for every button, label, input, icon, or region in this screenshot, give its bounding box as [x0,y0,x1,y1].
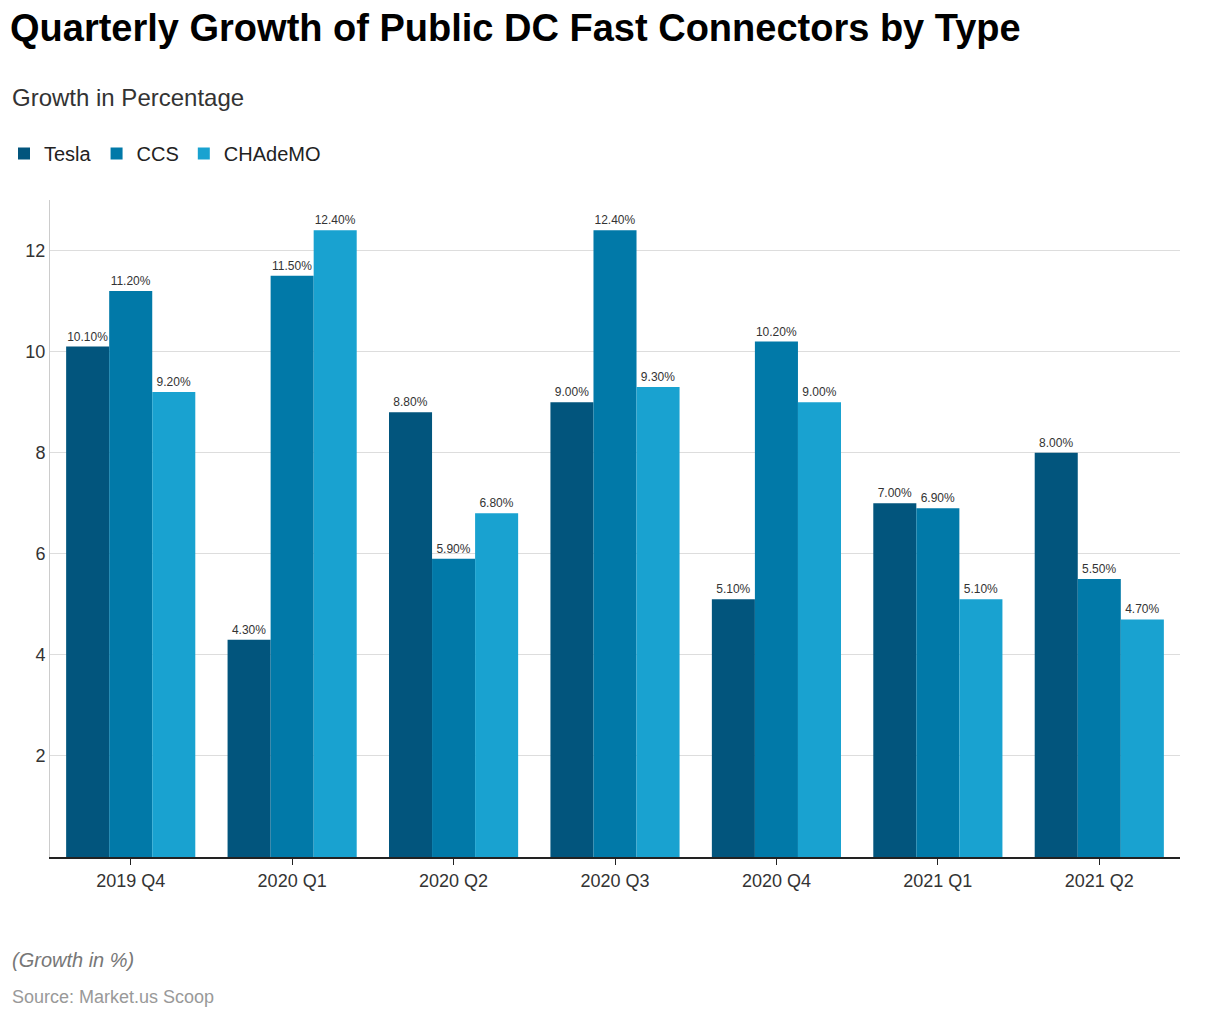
svg-text:2020 Q4: 2020 Q4 [742,871,811,891]
svg-text:11.50%: 11.50% [272,259,312,273]
svg-text:10.10%: 10.10% [67,330,108,344]
svg-text:9.30%: 9.30% [641,370,675,384]
svg-text:12.40%: 12.40% [594,213,635,227]
svg-text:8.00%: 8.00% [1039,436,1073,450]
svg-text:CHAdeMO: CHAdeMO [224,143,321,165]
svg-text:10: 10 [25,342,45,362]
svg-text:12: 12 [25,241,45,261]
svg-text:Source: Market.us Scoop: Source: Market.us Scoop [12,987,214,1007]
svg-text:5.10%: 5.10% [716,582,750,596]
svg-text:8.80%: 8.80% [393,395,427,409]
svg-text:CCS: CCS [137,143,179,165]
svg-text:9.00%: 9.00% [555,385,589,399]
svg-text:11.20%: 11.20% [111,274,151,288]
svg-text:4.30%: 4.30% [232,623,266,637]
svg-text:5.90%: 5.90% [436,542,470,556]
svg-text:Growth in Percentage: Growth in Percentage [12,84,244,111]
svg-text:10.20%: 10.20% [756,325,797,339]
svg-text:Quarterly Growth of Public DC: Quarterly Growth of Public DC Fast Conne… [10,7,1021,49]
svg-text:Tesla: Tesla [44,143,92,165]
svg-text:2020 Q2: 2020 Q2 [419,871,488,891]
svg-text:6: 6 [35,544,45,564]
svg-text:9.20%: 9.20% [157,375,191,389]
svg-text:2: 2 [35,746,45,766]
svg-text:2020 Q3: 2020 Q3 [580,871,649,891]
svg-text:12.40%: 12.40% [315,213,356,227]
svg-text:2021 Q1: 2021 Q1 [903,871,972,891]
svg-text:2020 Q1: 2020 Q1 [258,871,327,891]
svg-text:6.80%: 6.80% [479,496,513,510]
svg-text:5.10%: 5.10% [964,582,998,596]
svg-text:4.70%: 4.70% [1125,602,1159,616]
svg-text:7.00%: 7.00% [878,486,912,500]
svg-text:(Growth in %): (Growth in %) [12,949,134,971]
svg-text:2021 Q2: 2021 Q2 [1065,871,1134,891]
svg-text:5.50%: 5.50% [1082,562,1116,576]
svg-text:8: 8 [35,443,45,463]
svg-text:6.90%: 6.90% [921,491,955,505]
svg-text:4: 4 [35,645,45,665]
svg-text:9.00%: 9.00% [802,385,836,399]
svg-text:2019 Q4: 2019 Q4 [96,871,165,891]
